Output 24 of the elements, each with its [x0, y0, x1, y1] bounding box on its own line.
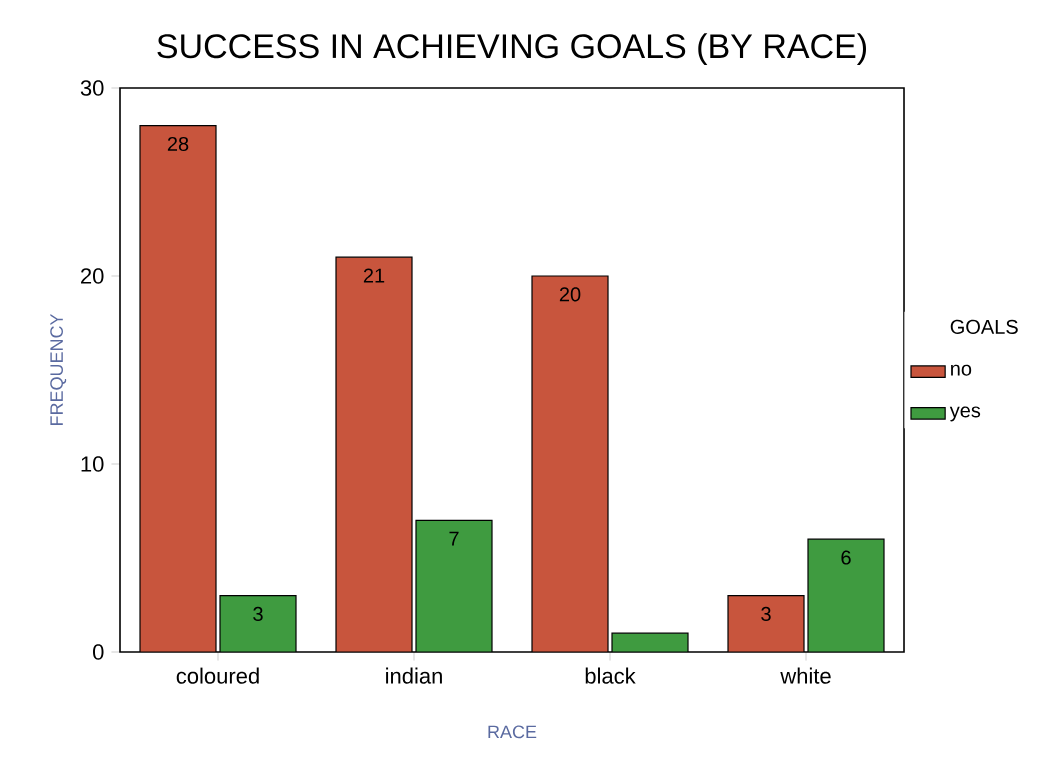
- x-tick-label: white: [780, 667, 831, 684]
- data-label: 28: [167, 136, 189, 152]
- data-label: 6: [841, 550, 851, 565]
- x-tick-label: indian: [386, 667, 442, 684]
- data-label: 20: [559, 287, 581, 302]
- legend-label: yes: [949, 406, 981, 422]
- data-label: 3: [253, 606, 263, 622]
- bar: [807, 538, 885, 652]
- x-tick-label: coloured: [176, 667, 259, 684]
- legend-label: no: [951, 364, 972, 376]
- x-axis-title: RACE: [488, 725, 537, 739]
- data-label: 3: [761, 606, 771, 622]
- y-tick-label: 10: [81, 456, 104, 472]
- bar: [219, 595, 297, 652]
- legend-title: GOALS: [950, 319, 1018, 334]
- y-tick-label: 20: [81, 268, 104, 284]
- bar: [415, 519, 493, 652]
- data-label: 21: [363, 268, 385, 283]
- y-axis-title: FREQUENCY: [50, 313, 67, 426]
- chart-title: SUCCESS IN ACHIEVING GOALS (BY RACE): [157, 33, 866, 65]
- y-tick-label: 0: [93, 644, 104, 660]
- y-tick-label: 30: [80, 80, 104, 96]
- data-label: 7: [449, 531, 459, 546]
- x-tick-label: black: [585, 667, 636, 684]
